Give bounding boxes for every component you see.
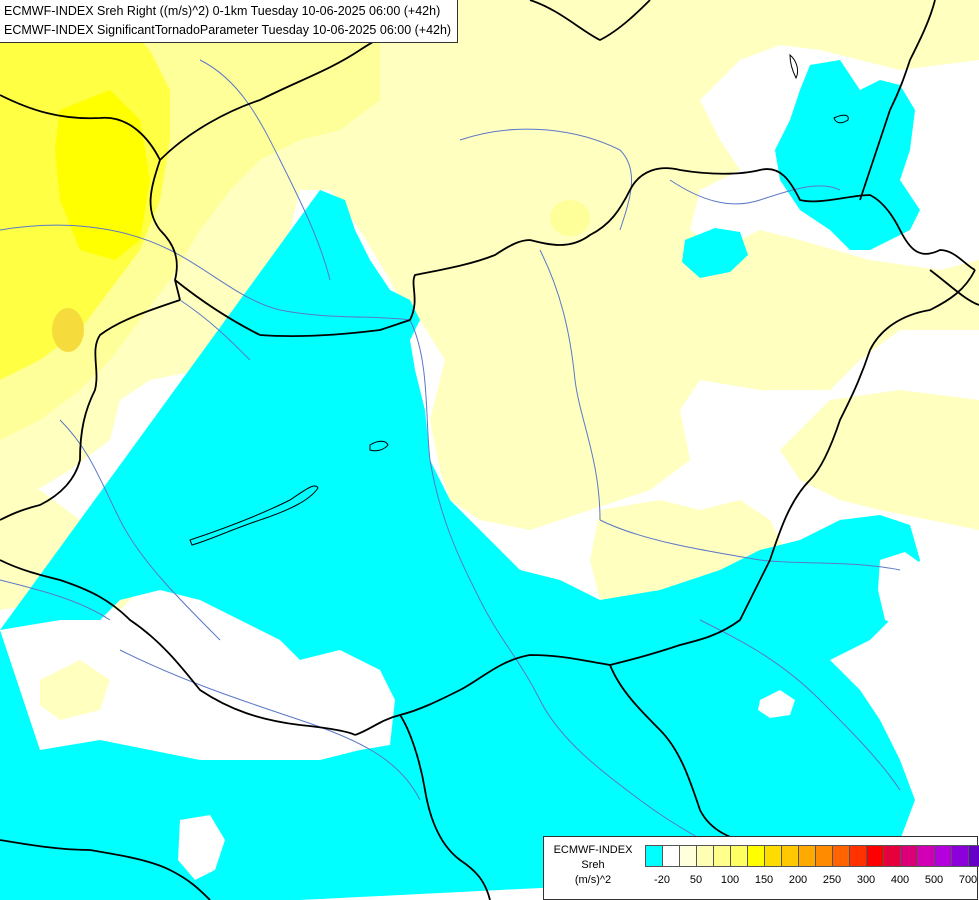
legend-swatch xyxy=(645,845,663,867)
legend-tick-label: 400 xyxy=(890,874,910,886)
sreh-bright-yellow-core xyxy=(55,90,150,260)
legend-source: ECMWF-INDEX xyxy=(553,844,633,856)
legend-tick-label: 300 xyxy=(856,874,876,886)
legend-swatch xyxy=(713,845,731,867)
legend-tick-label: 250 xyxy=(822,874,842,886)
legend-swatch xyxy=(866,845,884,867)
lakes xyxy=(189,53,849,546)
sreh-cyan-blob-west xyxy=(198,555,255,600)
legend-swatch xyxy=(832,845,850,867)
legend-label: ECMWF-INDEX Sreh (m/s)^2 xyxy=(544,843,642,888)
legend-swatch xyxy=(662,845,680,867)
legend-variable: Sreh xyxy=(581,859,605,871)
legend-swatch xyxy=(798,845,816,867)
map-title-line-1: ECMWF-INDEX Sreh Right ((m/s)^2) 0-1km T… xyxy=(4,4,441,18)
legend-swatch xyxy=(849,845,867,867)
sreh-cyan-west-lobe xyxy=(270,200,430,610)
sreh-cyan-northeast xyxy=(775,60,920,250)
sreh-white-east-hole xyxy=(878,552,935,630)
legend-swatch xyxy=(747,845,765,867)
legend-tick-label: 150 xyxy=(754,874,774,886)
legend-swatch xyxy=(764,845,782,867)
legend-tick-label: 50 xyxy=(689,874,703,886)
legend-swatch xyxy=(883,845,901,867)
sreh-light-yellow-blob xyxy=(550,200,590,236)
legend-swatches xyxy=(645,845,979,867)
color-legend: ECMWF-INDEX Sreh (m/s)^2 -20 50 100 150 200 2… xyxy=(543,836,979,900)
sreh-white-island xyxy=(758,690,795,718)
legend-swatch xyxy=(679,845,697,867)
legend-swatch xyxy=(900,845,918,867)
legend-swatch xyxy=(696,845,714,867)
legend-tick-label: 100 xyxy=(720,874,740,886)
legend-swatch xyxy=(934,845,952,867)
legend-swatch xyxy=(730,845,748,867)
legend-swatch xyxy=(951,845,969,867)
map-title-box: ECMWF-INDEX Sreh Right ((m/s)^2) 0-1km T… xyxy=(0,0,459,43)
legend-swatch xyxy=(781,845,799,867)
legend-swatch xyxy=(815,845,833,867)
sreh-cyan-main xyxy=(0,190,920,900)
legend-swatch xyxy=(917,845,935,867)
legend-tick-label: -20 xyxy=(654,874,670,886)
sreh-pale-yellow-east xyxy=(780,390,979,530)
legend-tick-label: 500 xyxy=(924,874,944,886)
sreh-cyan-blob-north xyxy=(682,228,748,278)
legend-ticks: -20 50 100 150 200 250 300 400 500 700 xyxy=(645,874,978,890)
legend-tick-label: 700 xyxy=(958,874,978,886)
sreh-gold-spot xyxy=(52,308,84,352)
sreh-pale-yellow-southwest-2 xyxy=(40,660,110,720)
sreh-white-island-2 xyxy=(178,815,225,880)
legend-tick-label: 200 xyxy=(788,874,808,886)
map-title-line-2: ECMWF-INDEX SignificantTornadoParameter … xyxy=(4,23,452,37)
legend-swatch xyxy=(968,845,979,867)
sreh-white-southwest-hole xyxy=(300,650,380,730)
rivers xyxy=(0,59,901,871)
legend-unit: (m/s)^2 xyxy=(574,874,612,886)
